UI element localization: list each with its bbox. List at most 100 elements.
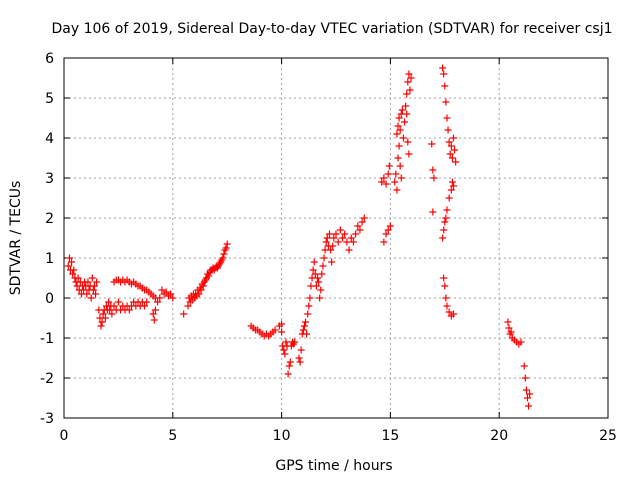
data-point <box>89 286 97 294</box>
data-point <box>386 222 394 230</box>
data-point <box>380 238 388 246</box>
data-point <box>396 162 404 170</box>
data-point <box>325 230 333 238</box>
data-point <box>305 302 313 310</box>
data-point <box>317 286 325 294</box>
data-point <box>382 180 390 188</box>
data-point <box>407 74 415 82</box>
data-point <box>443 206 451 214</box>
data-point <box>441 82 449 90</box>
data-point <box>322 238 330 246</box>
data-point <box>445 138 453 146</box>
data-point <box>84 278 92 286</box>
data-point <box>442 294 450 302</box>
data-point <box>405 70 413 78</box>
data-point <box>448 178 456 186</box>
y-tick-label: 3 <box>45 171 54 187</box>
y-tick-label: -1 <box>40 331 54 347</box>
data-point <box>125 306 133 314</box>
data-point <box>442 214 450 222</box>
data-point <box>394 122 402 130</box>
data-point <box>315 278 323 286</box>
x-tick-label: 0 <box>60 428 69 444</box>
data-point <box>143 298 151 306</box>
data-points <box>64 64 534 410</box>
data-point <box>311 270 319 278</box>
data-point <box>384 226 392 234</box>
data-point <box>74 274 82 282</box>
data-point <box>151 306 159 314</box>
data-point <box>154 298 162 306</box>
plot-frame <box>63 57 609 419</box>
data-point <box>523 394 531 402</box>
data-point <box>101 314 109 322</box>
data-point <box>445 308 453 316</box>
y-axis-label: SDTVAR / TECUs <box>8 181 24 296</box>
data-point <box>358 218 366 226</box>
data-point <box>382 230 390 238</box>
data-point <box>339 234 347 242</box>
data-point <box>526 390 534 398</box>
y-tick-label: 6 <box>45 51 54 67</box>
data-point <box>451 146 459 154</box>
y-tick-label: 5 <box>45 91 54 107</box>
data-point <box>429 208 437 216</box>
data-point <box>429 166 437 174</box>
data-point <box>399 134 407 142</box>
x-tick-label: 5 <box>168 428 177 444</box>
data-point <box>97 322 105 330</box>
data-point <box>108 310 116 318</box>
data-point <box>98 318 106 326</box>
data-point <box>295 354 303 362</box>
data-point <box>504 318 512 326</box>
data-point <box>106 306 114 314</box>
data-point <box>114 298 122 306</box>
data-point <box>169 294 177 302</box>
y-tick-label: 0 <box>45 291 54 307</box>
data-point <box>285 362 293 370</box>
data-point <box>220 250 228 258</box>
data-point <box>395 142 403 150</box>
data-point <box>385 162 393 170</box>
data-point <box>316 294 324 302</box>
data-point <box>278 328 286 336</box>
data-point <box>328 258 336 266</box>
data-point <box>302 318 310 326</box>
data-point <box>440 226 448 234</box>
data-point <box>393 130 401 138</box>
data-point <box>393 186 401 194</box>
data-point <box>334 238 342 246</box>
x-axis-label: GPS time / hours <box>275 458 392 474</box>
y-tick-label: 1 <box>45 251 54 267</box>
data-point <box>330 234 338 242</box>
data-point <box>329 242 337 250</box>
data-point <box>522 386 530 394</box>
data-point <box>392 170 400 178</box>
data-point <box>404 78 412 86</box>
data-point <box>323 234 331 242</box>
data-point <box>447 186 455 194</box>
data-point <box>445 194 453 202</box>
data-point <box>92 290 100 298</box>
data-point <box>439 234 447 242</box>
data-point <box>398 106 406 114</box>
data-point <box>319 262 327 270</box>
data-point <box>520 362 528 370</box>
data-point <box>300 322 308 330</box>
data-point <box>162 288 170 296</box>
data-point <box>384 170 392 178</box>
data-point <box>110 302 118 310</box>
data-point <box>439 64 447 72</box>
data-point <box>336 226 344 234</box>
chart-title: Day 106 of 2019, Sidereal Day-to-day VTE… <box>51 21 612 37</box>
data-point <box>452 158 460 166</box>
data-point <box>395 114 403 122</box>
data-point <box>403 90 411 98</box>
data-point <box>332 230 340 238</box>
data-point <box>443 114 451 122</box>
data-point <box>197 286 205 294</box>
y-tick-label: 2 <box>45 211 54 227</box>
data-point <box>318 270 326 278</box>
data-point <box>320 254 328 262</box>
data-point <box>450 134 458 142</box>
